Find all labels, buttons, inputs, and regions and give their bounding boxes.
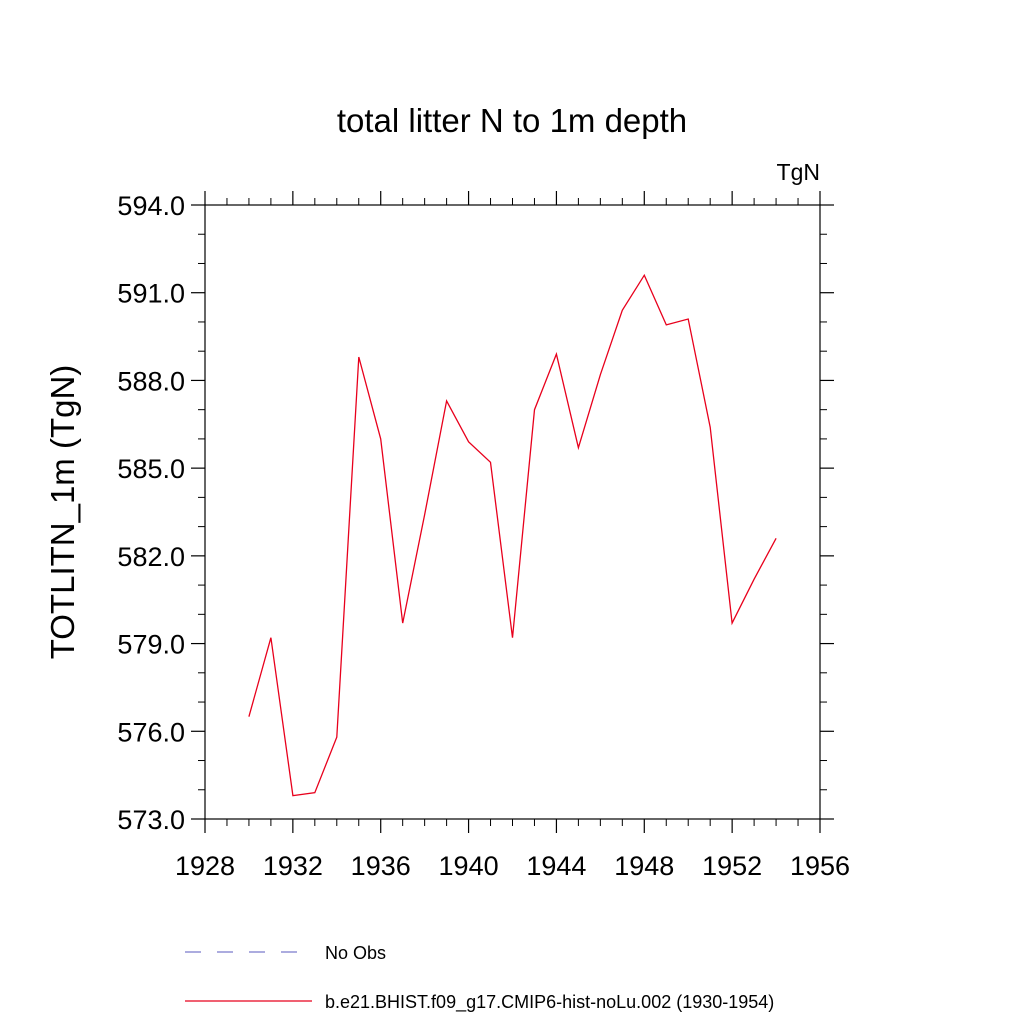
x-tick-label: 1948 [614,851,674,881]
legend-label-1: b.e21.BHIST.f09_g17.CMIP6-hist-noLu.002 … [325,992,774,1013]
y-tick-label: 591.0 [117,279,185,309]
x-tick-label: 1956 [790,851,850,881]
y-tick-label: 582.0 [117,542,185,572]
legend-label-0: No Obs [325,943,386,963]
chart-title: total litter N to 1m depth [337,102,687,139]
plot-frame [204,204,821,820]
y-tick-label: 585.0 [117,454,185,484]
legend: No Obs b.e21.BHIST.f09_g17.CMIP6-hist-noL… [185,943,774,1013]
y-tick-label: 588.0 [117,366,185,396]
series-line-0 [248,273,777,797]
axis-ticks: 1928 1932 1936 1940 1944 1948 1952 1956 573.0 576… [117,191,850,881]
x-tick-label: 1952 [702,851,762,881]
x-tick-label: 1928 [175,851,235,881]
x-tick-label: 1936 [351,851,411,881]
y-tick-label: 573.0 [117,805,185,835]
series-layer [248,273,777,797]
y-tick-label: 594.0 [117,191,185,221]
y-tick-label: 579.0 [117,630,185,660]
y-axis-label: TOTLITN_1m (TgN) [44,365,81,660]
x-tick-label: 1944 [526,851,586,881]
y-tick-label: 576.0 [117,717,185,747]
units-label: TgN [777,159,820,185]
x-tick-label: 1932 [263,851,323,881]
x-tick-label: 1940 [439,851,499,881]
plot-border [204,204,821,820]
